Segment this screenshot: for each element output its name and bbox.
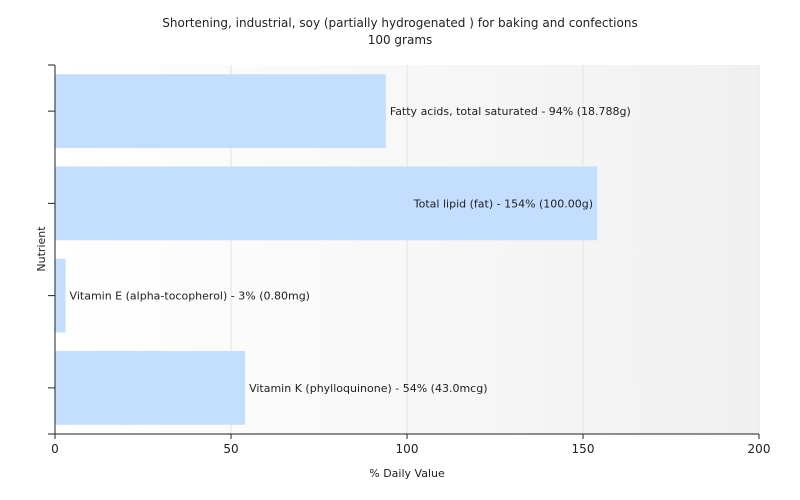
x-tick-label: 100 <box>396 442 419 456</box>
x-tick-label: 150 <box>572 442 595 456</box>
bar <box>55 258 66 333</box>
chart-subtitle: 100 grams <box>368 33 433 47</box>
bar-label: Vitamin K (phylloquinone) - 54% (43.0mcg… <box>249 382 487 395</box>
x-axis-label: % Daily Value <box>369 467 445 480</box>
bar <box>55 74 386 149</box>
x-tick-label: 200 <box>748 442 771 456</box>
x-tick-label: 50 <box>223 442 238 456</box>
x-tick-label: 0 <box>51 442 59 456</box>
bar <box>55 166 598 241</box>
bar-label: Fatty acids, total saturated - 94% (18.7… <box>390 105 631 118</box>
bar-label: Vitamin E (alpha-tocopherol) - 3% (0.80m… <box>70 290 310 303</box>
axes: 0 50 100 150 200 <box>48 64 771 456</box>
y-axis-label: Nutrient <box>35 226 48 272</box>
bar <box>55 350 246 425</box>
bars: Fatty acids, total saturated - 94% (18.7… <box>55 74 631 425</box>
bar-label: Total lipid (fat) - 154% (100.00g) <box>413 197 593 210</box>
chart-title: Shortening, industrial, soy (partially h… <box>162 16 637 30</box>
